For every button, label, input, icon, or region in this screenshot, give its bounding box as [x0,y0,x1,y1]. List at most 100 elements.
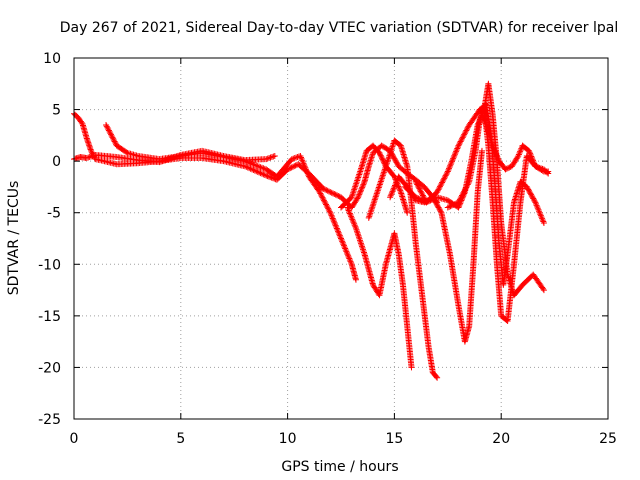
data-point-marker [537,212,544,219]
data-point-marker [389,188,396,195]
data-point-marker [256,163,263,170]
data-point-marker [241,158,248,165]
data-point-marker [378,153,385,160]
data-point-marker [441,175,448,182]
data-point-marker [415,195,422,202]
data-point-marker [532,200,539,207]
data-point-marker [356,190,363,197]
data-point-marker [329,190,336,197]
data-point-marker [83,155,90,162]
data-point-marker [249,166,255,173]
data-point-marker [261,165,268,172]
data-point-marker [457,138,464,145]
data-point-marker [433,373,440,380]
data-point-marker [343,248,350,255]
data-point-marker [525,187,532,194]
series-sat-g [365,137,441,381]
data-point-marker [360,180,367,187]
data-point-marker [261,171,268,178]
data-point-marker [107,130,114,137]
data-point-marker [442,172,449,179]
data-point-marker [346,256,353,263]
data-point-marker [452,149,459,156]
data-point-marker [390,185,397,192]
data-point-marker [463,127,470,134]
data-point-marker [426,198,433,205]
data-point-marker [491,146,498,153]
data-point-marker [352,182,359,189]
data-point-marker [373,192,380,199]
data-point-marker [540,220,547,227]
data-point-marker [478,110,485,117]
data-point-marker [291,163,298,170]
data-point-marker [451,151,458,158]
data-point-marker [434,374,441,381]
chart-title: Day 267 of 2021, Sidereal Day-to-day VTE… [60,20,618,36]
data-point-marker [263,156,270,163]
data-point-marker [544,169,551,176]
data-points [71,80,552,381]
data-point-marker [387,192,394,199]
data-point-marker [332,222,339,229]
data-point-marker [342,246,349,253]
data-point-marker [415,184,422,191]
x-tick-label: 20 [492,431,510,447]
data-point-marker [482,119,489,126]
data-point-marker [88,149,95,156]
data-point-marker [333,192,340,199]
data-point-marker [358,241,365,248]
data-point-marker [304,170,311,177]
y-tick-label: -15 [38,309,61,325]
data-point-marker [333,224,340,231]
data-point-marker [358,243,365,250]
data-point-marker [533,163,540,170]
data-point-marker [257,164,264,171]
x-tick-label: 0 [70,431,79,447]
data-point-marker [345,206,352,213]
data-point-marker [303,167,310,174]
data-point-marker [436,207,443,214]
data-point-marker [377,152,384,159]
data-point-marker [297,152,304,159]
data-point-marker [427,197,434,204]
data-point-marker [435,204,442,211]
data-point-marker [479,113,486,120]
data-point-marker [344,251,351,258]
data-point-marker [246,159,253,166]
data-point-marker [244,159,251,166]
data-point-marker [328,212,335,219]
data-point-marker [461,130,468,137]
data-point-marker [373,190,380,197]
data-point-marker [264,173,271,180]
data-point-marker [412,178,419,185]
data-point-marker [413,180,420,187]
data-point-marker [371,198,378,205]
data-point-marker [489,142,496,149]
data-point-marker [443,171,450,178]
data-point-marker [464,124,471,131]
data-point-marker [358,187,365,194]
data-point-marker [372,193,379,200]
data-point-marker [260,165,267,172]
data-point-marker [436,184,443,191]
data-point-marker [420,193,427,200]
data-point-marker [460,189,467,196]
data-point-marker [493,151,500,158]
data-point-marker [526,149,533,156]
series-sat-l [476,106,552,177]
data-point-marker [417,188,424,195]
data-point-marker [464,181,471,188]
data-point-marker [334,226,341,233]
data-point-marker [452,200,459,207]
data-point-marker [392,180,399,187]
data-point-marker [503,165,510,172]
data-point-marker [348,213,355,220]
data-point-marker [348,259,355,266]
data-point-marker [419,192,426,199]
data-point-marker [90,153,97,160]
data-point-marker [390,186,397,193]
data-point-marker [527,190,534,197]
data-point-marker [455,142,462,149]
x-tick-label: 5 [176,431,185,447]
data-point-marker [388,189,395,196]
